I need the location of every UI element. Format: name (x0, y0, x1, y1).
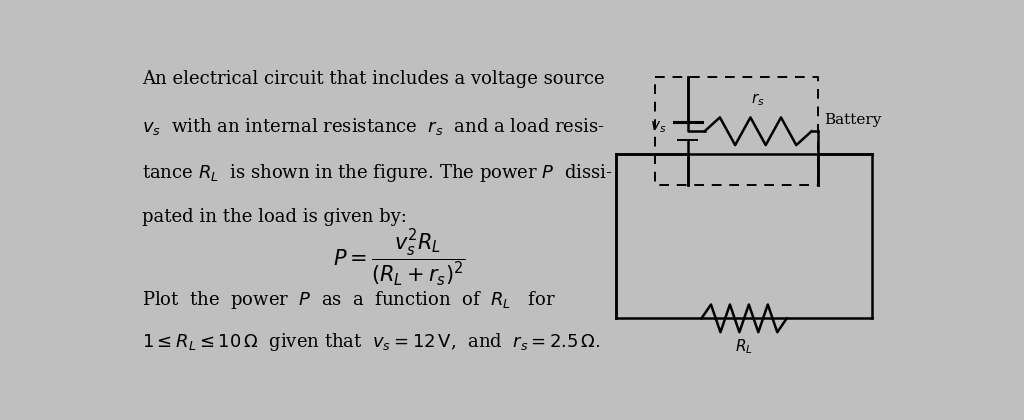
Text: An electrical circuit that includes a voltage source: An electrical circuit that includes a vo… (142, 70, 604, 88)
Text: tance $R_L$  is shown in the figure. The power $P$  dissi-: tance $R_L$ is shown in the figure. The … (142, 162, 612, 184)
Text: $v_s$: $v_s$ (649, 120, 666, 135)
Text: $1 \leq R_L \leq 10\,\Omega$  given that  $v_s = 12\,\mathrm{V}$,  and  $r_s = 2: $1 \leq R_L \leq 10\,\Omega$ given that … (142, 331, 601, 354)
Text: Battery: Battery (824, 113, 882, 127)
Text: $P = \dfrac{v_s^2 R_L}{(R_L + r_s)^2}$: $P = \dfrac{v_s^2 R_L}{(R_L + r_s)^2}$ (333, 228, 465, 289)
Text: Plot  the  power  $P$  as  a  function  of  $R_L$   for: Plot the power $P$ as a function of $R_L… (142, 289, 556, 311)
Text: $r_s$: $r_s$ (752, 92, 765, 108)
Text: $R_L$: $R_L$ (735, 338, 753, 356)
Text: $v_s$  with an internal resistance  $r_s$  and a load resis-: $v_s$ with an internal resistance $r_s$ … (142, 116, 605, 137)
Text: pated in the load is given by:: pated in the load is given by: (142, 208, 407, 226)
